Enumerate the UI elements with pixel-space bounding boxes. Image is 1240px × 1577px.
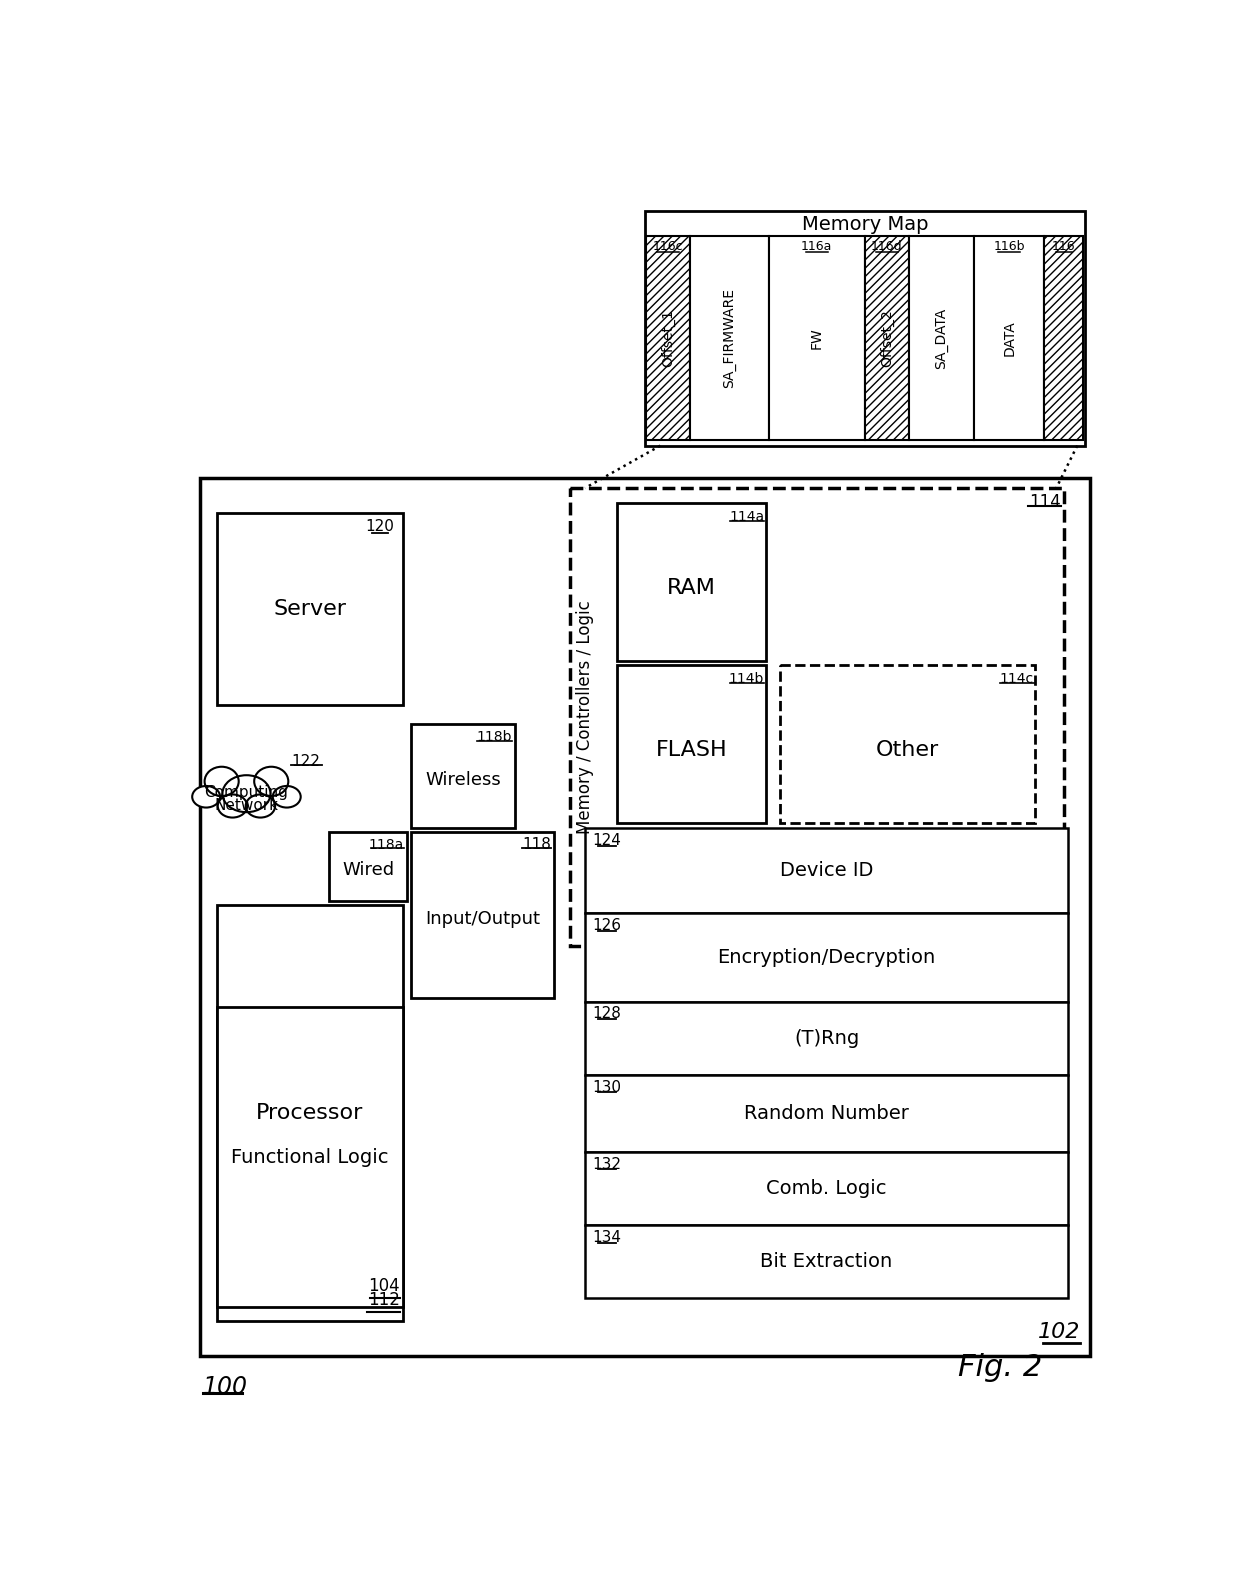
Text: 134: 134 [593,1230,621,1244]
Text: 118b: 118b [476,730,512,744]
Bar [618,665,766,823]
Bar [975,237,1044,440]
Text: Computing: Computing [205,785,289,800]
Text: Network: Network [215,798,279,812]
Text: 120: 120 [366,519,394,535]
Bar [585,828,1068,913]
Text: Device ID: Device ID [780,861,873,880]
Ellipse shape [246,795,275,817]
Text: 116c: 116c [653,240,683,254]
Bar [689,237,769,440]
Text: Fig. 2: Fig. 2 [957,1353,1042,1381]
Bar [909,237,975,440]
Text: Processor: Processor [257,1104,363,1123]
Text: 114a: 114a [729,511,764,524]
Bar [1044,237,1084,440]
Text: 116: 116 [1052,240,1075,254]
Text: Offset_2: Offset_2 [879,309,894,367]
Text: Input/Output: Input/Output [425,910,539,927]
Ellipse shape [218,795,247,817]
Bar [618,503,766,661]
Bar [200,478,1090,1356]
Bar [780,665,1035,823]
Text: Memory / Controllers / Logic: Memory / Controllers / Logic [577,601,594,834]
Ellipse shape [205,766,238,796]
Bar [330,833,407,902]
Text: Offset_1: Offset_1 [661,309,676,367]
Text: 114: 114 [1029,494,1061,511]
Text: 130: 130 [593,1080,621,1094]
Bar [866,237,909,440]
Bar [769,237,866,440]
Text: DATA: DATA [1002,320,1016,356]
Text: Random Number: Random Number [744,1104,909,1123]
Ellipse shape [222,776,270,812]
Text: 112: 112 [368,1292,399,1309]
Text: SA_FIRMWARE: SA_FIRMWARE [723,289,737,388]
Bar [217,905,403,1322]
Text: 114c: 114c [999,672,1034,686]
Bar [585,1076,1068,1151]
Ellipse shape [273,785,300,807]
Text: 104: 104 [368,1277,399,1295]
Text: RAM: RAM [667,579,715,599]
Text: (T)Rng: (T)Rng [794,1028,859,1047]
Bar [217,1008,403,1307]
Text: 116b: 116b [993,240,1025,254]
Text: 116d: 116d [870,240,903,254]
Text: Bit Extraction: Bit Extraction [760,1252,893,1271]
Ellipse shape [192,785,221,807]
Text: Functional Logic: Functional Logic [231,1148,389,1167]
Bar [585,1225,1068,1298]
Text: Wireless: Wireless [425,771,501,788]
Text: 124: 124 [593,833,621,848]
Text: 118a: 118a [368,837,404,852]
Bar [645,211,1085,446]
Text: 132: 132 [593,1156,621,1172]
Text: 122: 122 [291,754,320,770]
Text: 100: 100 [203,1375,248,1399]
Text: 102: 102 [1038,1322,1080,1342]
Text: Encryption/Decryption: Encryption/Decryption [718,948,936,967]
Bar [410,724,516,828]
Bar [646,237,689,440]
Text: FLASH: FLASH [656,740,727,760]
Ellipse shape [254,766,288,796]
Text: 114b: 114b [729,672,764,686]
Text: Other: Other [875,740,939,760]
Bar [410,833,554,998]
Bar [585,913,1068,1001]
Text: SA_DATA: SA_DATA [935,308,949,369]
Bar [585,1151,1068,1225]
Text: 126: 126 [593,918,621,934]
Text: Server: Server [274,599,346,618]
Text: 128: 128 [593,1006,621,1022]
Bar [585,1001,1068,1076]
Text: Memory Map: Memory Map [801,214,929,233]
Text: 116a: 116a [801,240,832,254]
Text: 118: 118 [522,837,551,852]
Text: Wired: Wired [342,861,394,878]
Text: Comb. Logic: Comb. Logic [766,1180,887,1199]
Bar [569,487,1064,946]
Bar [217,513,403,705]
Text: FW: FW [810,328,823,349]
